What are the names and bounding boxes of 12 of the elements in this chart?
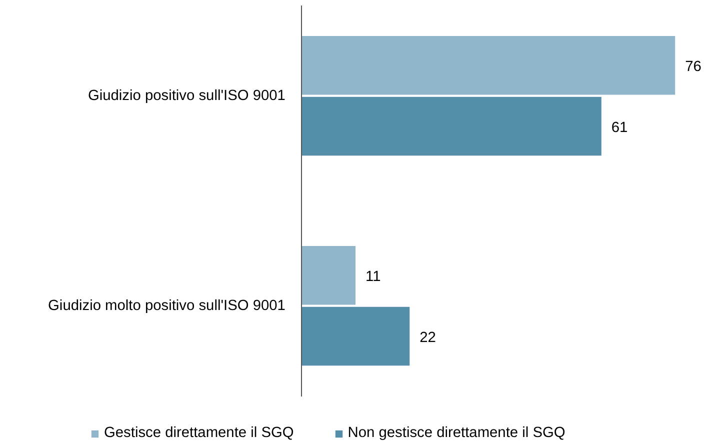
bar xyxy=(301,96,602,156)
y-tick-label: Giudizio positivo sull'ISO 9001 xyxy=(88,88,286,104)
data-label: 22 xyxy=(420,330,436,346)
y-tick-label: Giudizio molto positivo sull'ISO 9001 xyxy=(48,298,286,314)
bar xyxy=(301,246,356,305)
data-label: 76 xyxy=(685,58,702,75)
legend-label: Gestisce direttamente il SGQ xyxy=(104,425,294,441)
data-label: 11 xyxy=(366,268,381,285)
bar xyxy=(301,306,410,366)
legend-label: Non gestisce direttamente il SGQ xyxy=(348,425,566,441)
bar xyxy=(301,36,676,95)
data-label: 61 xyxy=(611,120,628,136)
